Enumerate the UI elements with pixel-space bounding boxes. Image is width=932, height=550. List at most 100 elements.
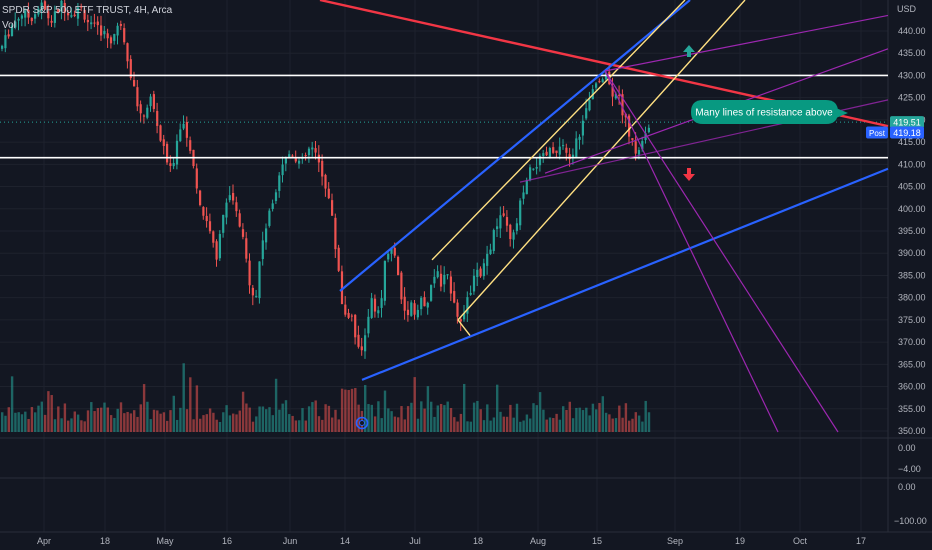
date-tick-label: 18	[100, 536, 110, 546]
candle-body	[14, 21, 17, 28]
price-tick-label: 380.00	[898, 293, 926, 303]
candle-body	[307, 148, 311, 156]
event-marker-icon	[359, 420, 365, 426]
candle-body	[106, 33, 109, 39]
candle-body	[113, 34, 116, 41]
candle-body	[172, 163, 175, 167]
candle-body	[631, 138, 634, 141]
candle-body	[57, 9, 60, 13]
volume-bar	[146, 401, 149, 432]
volume-bar	[598, 402, 601, 432]
volume-bar	[403, 419, 406, 432]
volume-bar	[113, 417, 116, 432]
volume-bar	[245, 403, 248, 432]
price-tick-label: 400.00	[898, 204, 926, 214]
volume-bar	[601, 396, 604, 432]
volume-bar	[552, 418, 555, 432]
candle-body	[212, 231, 215, 243]
candle-body	[222, 214, 225, 233]
volume-bar	[317, 416, 321, 432]
candle-body	[261, 240, 264, 260]
volume-bar	[288, 414, 291, 432]
candle-body	[512, 232, 515, 240]
volume-bar	[370, 404, 373, 432]
volume-bar	[410, 402, 413, 432]
candle-body	[152, 94, 155, 109]
price-tick-label: 350.00	[898, 426, 926, 436]
candle-body	[529, 167, 532, 181]
candle-body	[443, 274, 446, 285]
volume-bar	[637, 415, 641, 432]
candle-body	[397, 256, 400, 276]
volume-bar	[291, 415, 294, 432]
price-tick-label: 355.00	[898, 404, 926, 414]
candle-body	[634, 141, 637, 154]
price-tick-label: 385.00	[898, 270, 926, 280]
volume-bar	[37, 405, 40, 432]
candle-body	[126, 43, 129, 62]
candle-body	[436, 271, 439, 278]
candle-body	[337, 247, 340, 271]
volume-bar	[90, 402, 93, 432]
volume-bar	[591, 403, 595, 432]
annotation-callout-pointer	[836, 108, 848, 118]
candle-body	[585, 108, 588, 119]
annotation-text: Many lines of resistance above	[695, 108, 833, 119]
candle-body	[628, 115, 631, 137]
volume-bar	[555, 413, 558, 432]
annotation-callout	[691, 100, 838, 124]
candle-body	[502, 213, 505, 216]
volume-bar	[641, 421, 644, 432]
candle-body	[281, 164, 284, 176]
price-tick-label: 430.00	[898, 70, 926, 80]
volume-bar	[406, 406, 410, 432]
volume-bar	[53, 419, 57, 432]
volume-bar	[542, 409, 545, 432]
candle-body	[40, 2, 43, 10]
candle-body	[119, 24, 122, 26]
candle-body	[311, 147, 314, 150]
candle-body	[265, 228, 268, 243]
candle-body	[278, 175, 281, 191]
candle-body	[100, 25, 103, 36]
candle-body	[641, 141, 644, 150]
chart-grid	[0, 0, 932, 533]
volume-bar	[142, 384, 146, 432]
candlesticks	[1, 0, 650, 359]
candle-body	[149, 96, 152, 107]
candle-body	[83, 9, 86, 20]
candle-body	[410, 302, 413, 316]
volume-bar	[67, 420, 70, 432]
volume-bar	[387, 408, 390, 432]
candle-body	[271, 203, 274, 210]
candle-body	[350, 315, 353, 317]
candle-body	[595, 83, 598, 88]
oscillator-tick-label: 0.00	[898, 482, 916, 492]
candle-body	[519, 200, 522, 226]
volume-bar	[611, 418, 614, 432]
volume-bar	[618, 405, 621, 432]
candle-body	[1, 45, 4, 49]
volume-bar	[482, 420, 486, 432]
candle-body	[453, 291, 456, 303]
volume-bar	[446, 401, 449, 432]
volume-bar	[258, 406, 261, 432]
volume-bar	[354, 388, 357, 432]
blue-channel-upper-line	[339, 0, 691, 292]
volume-bar	[47, 391, 50, 432]
candle-body	[532, 168, 535, 170]
volume-bar	[426, 386, 430, 432]
volume-bar	[199, 418, 202, 432]
volume-bar	[469, 421, 472, 432]
candle-body	[509, 224, 512, 240]
post-label: Post	[869, 129, 886, 138]
volume-bar	[436, 405, 439, 432]
volume-bar	[96, 408, 100, 432]
candle-body	[195, 168, 198, 189]
candle-body	[30, 17, 33, 22]
volume-bar	[420, 401, 423, 432]
time-axis: Apr 18 May 16 Jun 14 Jul 18 Aug 15 Sep 19 Oct 17	[37, 536, 866, 546]
volume-bar	[364, 385, 367, 432]
candle-body	[545, 151, 548, 156]
